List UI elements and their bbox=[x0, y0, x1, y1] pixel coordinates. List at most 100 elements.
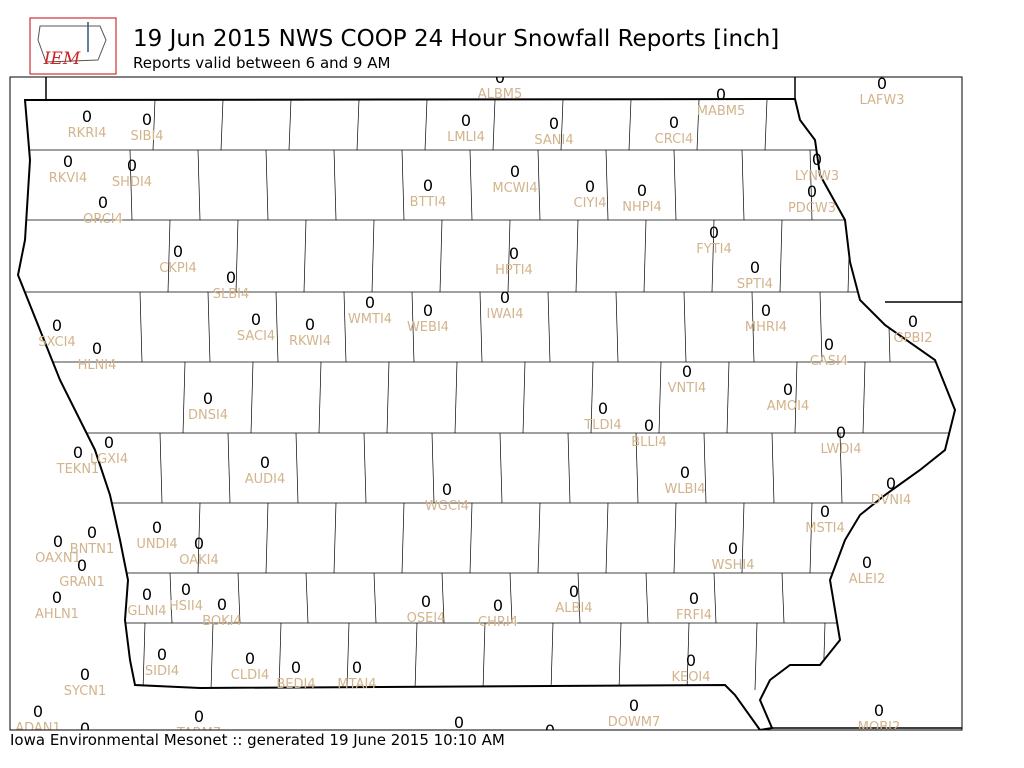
station-value: 0 bbox=[157, 645, 167, 664]
station-id: ORCI4 bbox=[83, 212, 123, 227]
county-line bbox=[169, 572, 173, 624]
station-value: 0 bbox=[52, 316, 62, 335]
county-line bbox=[711, 219, 715, 293]
station-value: 0 bbox=[493, 596, 503, 615]
map-frame bbox=[9, 76, 963, 731]
station-id: DNSI4 bbox=[188, 408, 228, 423]
station-value: 0 bbox=[461, 111, 471, 130]
station-id: LYNW3 bbox=[795, 169, 839, 184]
station-id: SANI4 bbox=[534, 133, 573, 148]
county-line bbox=[479, 291, 483, 363]
station-value: 0 bbox=[637, 181, 647, 200]
county-line bbox=[819, 291, 823, 363]
county-line bbox=[265, 502, 269, 574]
county-line bbox=[645, 572, 649, 624]
county-line bbox=[862, 361, 866, 434]
station-id: HLNI4 bbox=[78, 358, 117, 373]
county-line bbox=[658, 361, 662, 434]
county-line bbox=[577, 572, 581, 624]
station-value: 0 bbox=[226, 268, 236, 287]
title: 19 Jun 2015 NWS COOP 24 Hour Snowfall Re… bbox=[133, 26, 779, 52]
county-line bbox=[809, 502, 813, 574]
county-line bbox=[741, 149, 745, 221]
county-line bbox=[441, 572, 445, 624]
county-line bbox=[635, 432, 639, 504]
county-line bbox=[167, 219, 171, 293]
station-value: 0 bbox=[545, 721, 555, 740]
county-line bbox=[207, 291, 211, 363]
station-id: LWDI4 bbox=[820, 442, 861, 457]
station-id: BEDI4 bbox=[276, 677, 315, 692]
station-value: 0 bbox=[305, 315, 315, 334]
station-id: BOKI4 bbox=[202, 614, 242, 629]
county-line bbox=[771, 432, 775, 504]
station-id: MSTI4 bbox=[805, 521, 845, 536]
county-line bbox=[250, 361, 254, 434]
county-line bbox=[220, 99, 224, 151]
station-id: TARM7 bbox=[176, 726, 221, 741]
station-value: 0 bbox=[585, 177, 595, 196]
county-line bbox=[295, 432, 299, 504]
county-line bbox=[469, 502, 473, 574]
station-value: 0 bbox=[783, 380, 793, 399]
county-line bbox=[275, 291, 279, 363]
station-id: KEOI4 bbox=[671, 670, 710, 685]
station-value: 0 bbox=[291, 658, 301, 677]
station-value: 0 bbox=[820, 502, 830, 521]
station-id: CLDI4 bbox=[231, 668, 269, 683]
county-line bbox=[877, 149, 881, 221]
county-line bbox=[318, 361, 322, 434]
county-line bbox=[197, 149, 201, 221]
county-line bbox=[265, 149, 269, 221]
station-value: 0 bbox=[495, 68, 505, 87]
station-id: GPBI2 bbox=[894, 331, 933, 346]
county-line bbox=[197, 502, 201, 574]
county-line bbox=[741, 502, 745, 574]
station-id: SHDI4 bbox=[112, 175, 152, 190]
county-line bbox=[303, 219, 307, 293]
county-line bbox=[356, 99, 360, 151]
station-id: WSHI4 bbox=[712, 558, 755, 573]
station-value: 0 bbox=[194, 534, 204, 553]
station-id: TLDI4 bbox=[583, 418, 621, 433]
station-value: 0 bbox=[807, 182, 817, 201]
station-id: MHRI4 bbox=[745, 320, 787, 335]
station-value: 0 bbox=[680, 463, 690, 482]
county-line bbox=[431, 432, 435, 504]
county-line bbox=[809, 149, 813, 221]
county-line bbox=[424, 99, 428, 151]
county-line bbox=[550, 622, 554, 691]
station-value: 0 bbox=[886, 474, 896, 493]
county-line bbox=[454, 361, 458, 434]
station-id: NHPI4 bbox=[622, 200, 661, 215]
county-line bbox=[386, 361, 390, 434]
county-line bbox=[182, 361, 186, 434]
station-id: CIYI4 bbox=[574, 196, 607, 211]
station-value: 0 bbox=[423, 301, 433, 320]
station-value: 0 bbox=[260, 453, 270, 472]
station-id: WLBI4 bbox=[664, 482, 705, 497]
station-id: SACI4 bbox=[237, 329, 275, 344]
station-id: ALEI2 bbox=[849, 572, 885, 587]
station-value: 0 bbox=[824, 335, 834, 354]
station-value: 0 bbox=[761, 301, 771, 320]
station-id: UNDI4 bbox=[136, 537, 177, 552]
county-line bbox=[567, 432, 571, 504]
county-line bbox=[754, 622, 758, 691]
station-id: MCWI4 bbox=[492, 181, 537, 196]
station-value: 0 bbox=[750, 258, 760, 277]
station-value: 0 bbox=[173, 242, 183, 261]
station-id: SXCI4 bbox=[38, 335, 75, 350]
county-line bbox=[499, 432, 503, 504]
station-id: SLBI4 bbox=[213, 287, 250, 302]
county-line bbox=[590, 361, 594, 434]
station-id: WGCI4 bbox=[425, 499, 469, 514]
county-line bbox=[696, 99, 700, 151]
station-value: 0 bbox=[127, 156, 137, 175]
county-line bbox=[643, 219, 647, 293]
county-line bbox=[278, 622, 282, 691]
station-value: 0 bbox=[194, 707, 204, 726]
station-value: 0 bbox=[92, 339, 102, 358]
